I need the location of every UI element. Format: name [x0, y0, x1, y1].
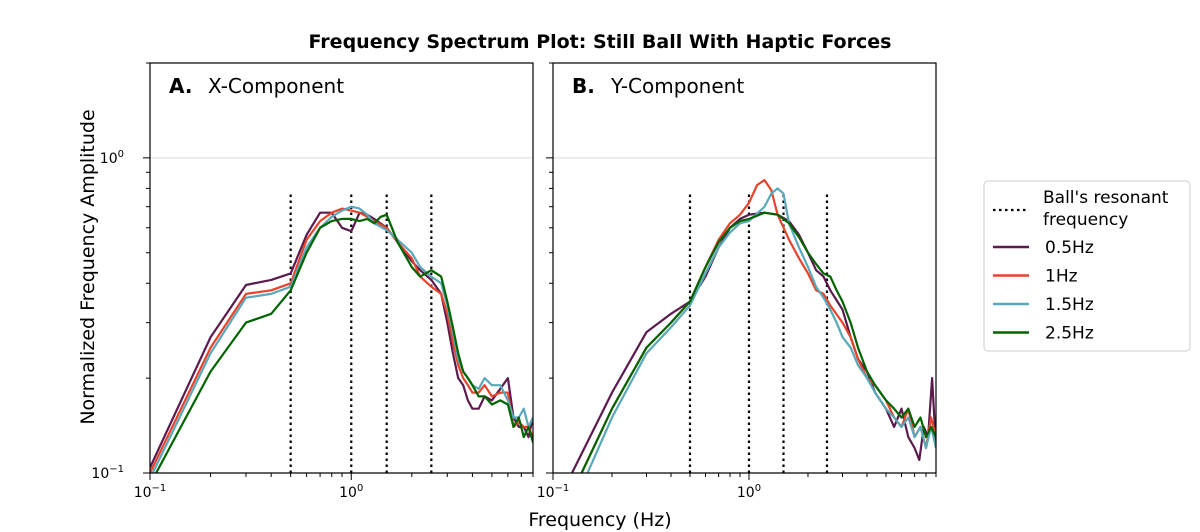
legend-label-1hz: 1Hz: [1045, 267, 1078, 287]
axes-frame: [149, 62, 534, 474]
legend-label-1-5hz: 1.5Hz: [1045, 295, 1094, 315]
series-line-0-5hz: [150, 211, 533, 469]
legend-frame: [983, 180, 1191, 352]
panel-y-component: 10−1 100 B. Y-Component: [537, 62, 937, 501]
y-tick-label: 100: [100, 149, 124, 167]
panel-letter: A.: [169, 74, 192, 98]
series-line-2-5hz: [154, 213, 533, 473]
x-tick-label: 100: [339, 483, 363, 501]
panel-letter: B.: [572, 74, 595, 98]
y-axis-label: Normalized Frequency Amplitude: [77, 109, 99, 424]
y-tick-label: 10−1: [91, 464, 124, 482]
x-axis-label: Frequency (Hz): [528, 509, 671, 531]
x-tick-label: 100: [737, 483, 761, 501]
panel-name: X-Component: [208, 74, 344, 98]
series-line-1hz: [580, 179, 936, 473]
legend-label-2-5hz: 2.5Hz: [1045, 324, 1094, 344]
legend: Ball's resonant frequency 0.5Hz 1Hz 1.5Hz 2…: [983, 180, 1191, 352]
series-line-2-5hz: [580, 211, 936, 473]
series-line-0-5hz: [571, 211, 936, 473]
legend-resonant-label-line2: frequency: [1043, 210, 1128, 230]
legend-label-0-5hz: 0.5Hz: [1045, 238, 1094, 258]
panel-name: Y-Component: [610, 74, 744, 98]
chart-title: Frequency Spectrum Plot: Still Ball With…: [309, 31, 892, 53]
x-tick-label: 10−1: [537, 483, 570, 501]
axes-frame: [552, 62, 937, 474]
series-line-1hz: [150, 207, 533, 473]
x-tick-label: 10−1: [134, 483, 167, 501]
series-line-1-5hz: [586, 187, 936, 473]
legend-resonant-label-line1: Ball's resonant: [1043, 188, 1169, 208]
panel-x-component: 10−1 100 10−1 100 A. X-Component: [91, 62, 534, 501]
